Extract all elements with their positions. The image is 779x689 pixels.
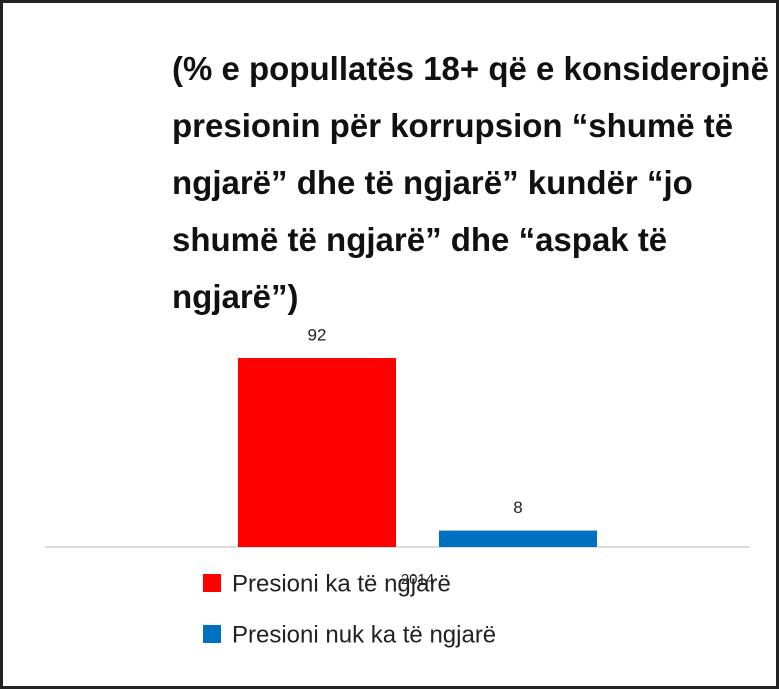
data-label: 92 [308,326,327,345]
x-tick-label: 2014 [401,571,434,588]
bar [439,530,597,547]
data-label: 8 [513,498,522,517]
legend-label: Presioni nuk ka të ngjarë [232,621,496,648]
chart-title: (% e popullatës 18+ që e konsiderojnë pr… [172,50,769,315]
legend-swatch [203,574,221,592]
bar [238,358,396,547]
legend-label: Presioni ka të ngjarë [232,570,451,597]
legend-swatch [203,625,221,643]
